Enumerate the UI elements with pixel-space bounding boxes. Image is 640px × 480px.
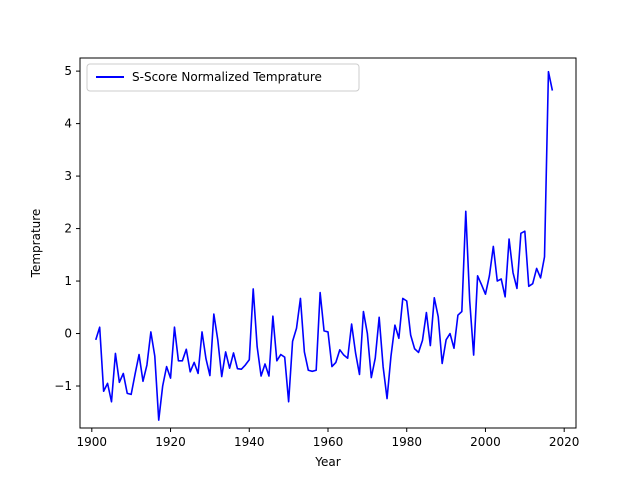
y-tick-label: 3 xyxy=(64,169,72,183)
x-tick-label: 2020 xyxy=(549,435,580,449)
legend-label: S-Score Normalized Temprature xyxy=(132,70,322,84)
series-line-0 xyxy=(94,70,554,421)
x-tick-label: 2000 xyxy=(470,435,501,449)
x-tick-label: 1920 xyxy=(155,435,186,449)
y-axis-ticks: −1 0 1 2 3 4 5 xyxy=(54,64,80,393)
x-tick-label: 1940 xyxy=(234,435,265,449)
x-axis-label: Year xyxy=(314,455,340,469)
x-tick-label: 1980 xyxy=(391,435,422,449)
legend-box xyxy=(86,63,360,92)
y-axis-label: Temprature xyxy=(29,209,43,279)
y-tick-label: 5 xyxy=(64,64,72,78)
y-tick-label: −1 xyxy=(54,379,72,393)
y-tick-label: 4 xyxy=(64,117,72,131)
y-tick-label: 1 xyxy=(64,274,72,288)
x-tick-label: 1900 xyxy=(77,435,108,449)
legend: S-Score Normalized Temprature xyxy=(86,63,360,92)
y-tick-label: 2 xyxy=(64,222,72,236)
x-tick-label: 1960 xyxy=(313,435,344,449)
x-axis-ticks: 1900 1920 1940 1960 1980 2000 2020 xyxy=(77,428,580,449)
series-layer xyxy=(94,70,554,421)
y-tick-label: 0 xyxy=(64,327,72,341)
